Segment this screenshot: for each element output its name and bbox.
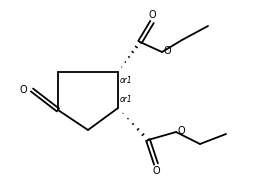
Text: or1: or1 [120, 95, 133, 104]
Text: O: O [178, 126, 186, 136]
Text: O: O [148, 10, 156, 20]
Text: O: O [164, 46, 172, 56]
Text: O: O [19, 85, 27, 95]
Text: or1: or1 [120, 76, 133, 85]
Text: O: O [152, 166, 160, 176]
